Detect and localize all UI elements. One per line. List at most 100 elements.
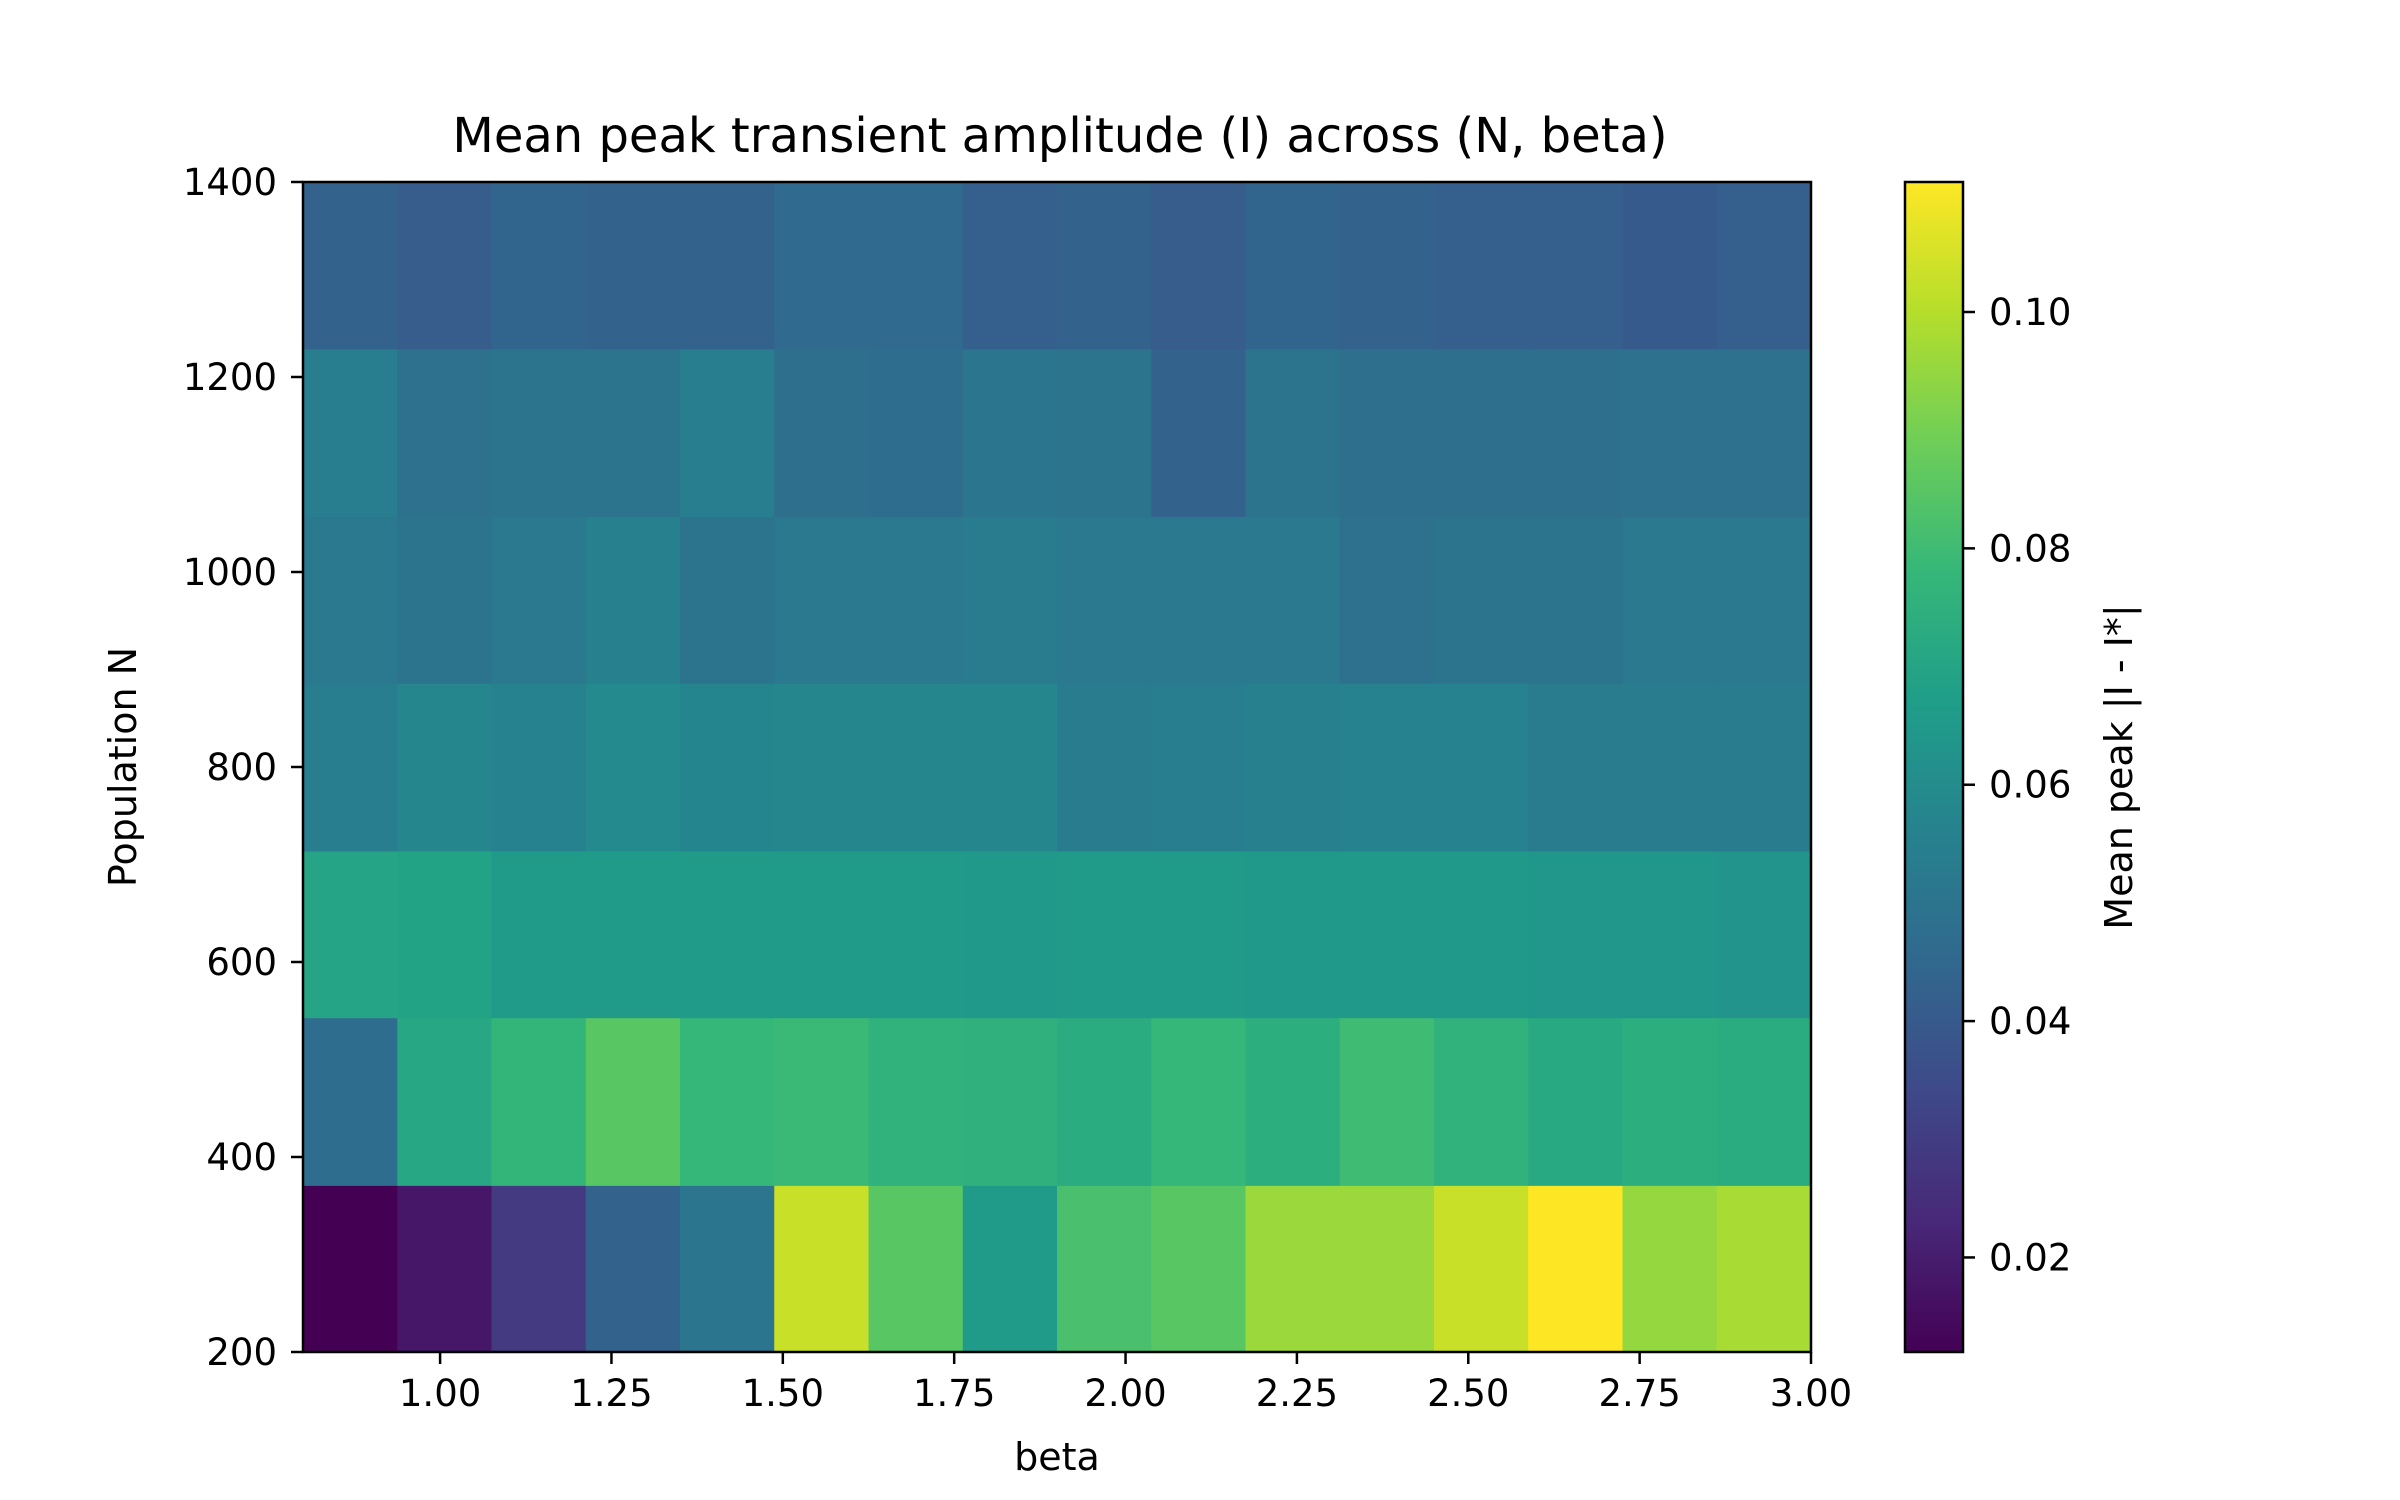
heatmap-cell-r5-c2 [491,348,587,518]
heatmap-cell-r2-c1 [397,850,493,1019]
heatmap-cell-r2-c11 [1339,850,1435,1019]
heatmap-cell-r5-c12 [1434,348,1529,518]
heatmap-cell-r2-c10 [1245,850,1341,1019]
heatmap-cell-r5-c13 [1528,348,1624,518]
colorbar-tick-label: 0.08 [1989,527,2071,570]
heatmap-cell-r4-c3 [585,516,681,684]
heatmap-cell-r6-c7 [962,182,1058,350]
heatmap-cell-r6-c4 [680,182,775,350]
heatmap-cell-r1-c15 [1716,1017,1812,1186]
heatmap-cell-r5-c8 [1057,348,1152,518]
heatmap-cell-r6-c5 [774,182,870,350]
colorbar-tick-label: 0.04 [1989,1000,2071,1043]
heatmap-cell-r2-c6 [868,850,964,1019]
heatmap-cell-r6-c9 [1151,182,1247,350]
heatmap-cell-r6-c10 [1245,182,1341,350]
heatmap-cell-r6-c11 [1339,182,1435,350]
heatmap-cell-r6-c0 [303,182,398,350]
heatmap-cell-r1-c7 [962,1017,1058,1186]
heatmap-cell-r0-c3 [585,1185,681,1353]
heatmap-cell-r3-c5 [774,683,870,852]
heatmap-cell-r1-c11 [1339,1017,1435,1186]
heatmap-cell-r0-c6 [868,1185,964,1353]
heatmap-cell-r1-c9 [1151,1017,1247,1186]
heatmap-cell-r6-c8 [1057,182,1152,350]
colorbar [1905,182,1963,1352]
heatmap-cell-r2-c8 [1057,850,1152,1019]
heatmap-cell-r2-c12 [1434,850,1529,1019]
heatmap-cell-r2-c5 [774,850,870,1019]
chart-title: Mean peak transient amplitude (I) across… [452,108,1667,164]
heatmap-cell-r2-c4 [680,850,775,1019]
heatmap-cell-r5-c0 [303,348,398,518]
heatmap-cell-r1-c5 [774,1017,870,1186]
heatmap-cell-r5-c11 [1339,348,1435,518]
heatmap-cell-r5-c4 [680,348,775,518]
heatmap-cell-r0-c8 [1057,1185,1152,1353]
heatmap-cells [303,182,1812,1353]
heatmap-cell-r6-c12 [1434,182,1529,350]
y-tick-label: 1200 [183,356,277,399]
heatmap-cell-r6-c15 [1716,182,1812,350]
x-tick-label: 2.25 [1256,1372,1338,1415]
x-axis-label: beta [1014,1435,1100,1479]
heatmap-cell-r4-c12 [1434,516,1529,684]
y-tick-label: 600 [206,941,277,984]
heatmap-cell-r6-c1 [397,182,493,350]
heatmap-cell-r4-c9 [1151,516,1247,684]
heatmap-cell-r5-c9 [1151,348,1247,518]
x-tick-label: 2.00 [1084,1372,1166,1415]
heatmap-cell-r2-c15 [1716,850,1812,1019]
x-tick-label: 2.50 [1427,1372,1509,1415]
heatmap-cell-r0-c12 [1434,1185,1529,1353]
y-tick-label: 1400 [183,161,277,204]
heatmap-cell-r6-c3 [585,182,681,350]
heatmap-cell-r1-c8 [1057,1017,1152,1186]
x-tick-label: 3.00 [1770,1372,1852,1415]
heatmap-cell-r4-c7 [962,516,1058,684]
y-axis-label: Population N [101,647,145,887]
heatmap-cell-r5-c1 [397,348,493,518]
y-axis: 200 400 600 800 1000 1200 1400 [183,161,303,1374]
heatmap-cell-r3-c10 [1245,683,1341,852]
heatmap-cell-r4-c14 [1622,516,1718,684]
heatmap-cell-r6-c14 [1622,182,1718,350]
heatmap-cell-r1-c13 [1528,1017,1624,1186]
heatmap-cell-r4-c0 [303,516,398,684]
heatmap-cell-r0-c5 [774,1185,870,1353]
colorbar-tick-label: 0.10 [1989,291,2071,334]
heatmap-cell-r3-c1 [397,683,493,852]
heatmap-cell-r4-c6 [868,516,964,684]
heatmap-cell-r1-c0 [303,1017,398,1186]
heatmap-cell-r0-c9 [1151,1185,1247,1353]
heatmap-cell-r1-c6 [868,1017,964,1186]
heatmap-cell-r3-c2 [491,683,587,852]
heatmap-cell-r2-c9 [1151,850,1247,1019]
heatmap-cell-r1-c14 [1622,1017,1718,1186]
heatmap-cell-r3-c6 [868,683,964,852]
heatmap-cell-r5-c6 [868,348,964,518]
y-tick-label: 400 [206,1136,277,1179]
heatmap-cell-r2-c13 [1528,850,1624,1019]
heatmap-cell-r2-c7 [962,850,1058,1019]
heatmap-cell-r0-c11 [1339,1185,1435,1353]
heatmap-cell-r1-c3 [585,1017,681,1186]
heatmap-cell-r3-c15 [1716,683,1812,852]
heatmap-cell-r0-c1 [397,1185,493,1353]
heatmap-cell-r2-c0 [303,850,398,1019]
heatmap-cell-r5-c15 [1716,348,1812,518]
heatmap-cell-r3-c3 [585,683,681,852]
heatmap-cell-r4-c2 [491,516,587,684]
heatmap-cell-r3-c0 [303,683,398,852]
heatmap-cell-r0-c0 [303,1185,398,1353]
x-axis: 1.00 1.25 1.50 1.75 2.00 2.25 2.50 2.75 3.00 [399,1352,1852,1415]
heatmap-cell-r0-c13 [1528,1185,1624,1353]
heatmap-cell-r2-c3 [585,850,681,1019]
y-tick-label: 200 [206,1331,277,1374]
heatmap-cell-r0-c7 [962,1185,1058,1353]
heatmap-cell-r4-c4 [680,516,775,684]
colorbar-tick-label: 0.02 [1989,1236,2071,1279]
x-tick-label: 1.75 [913,1372,995,1415]
heatmap-cell-r3-c4 [680,683,775,852]
